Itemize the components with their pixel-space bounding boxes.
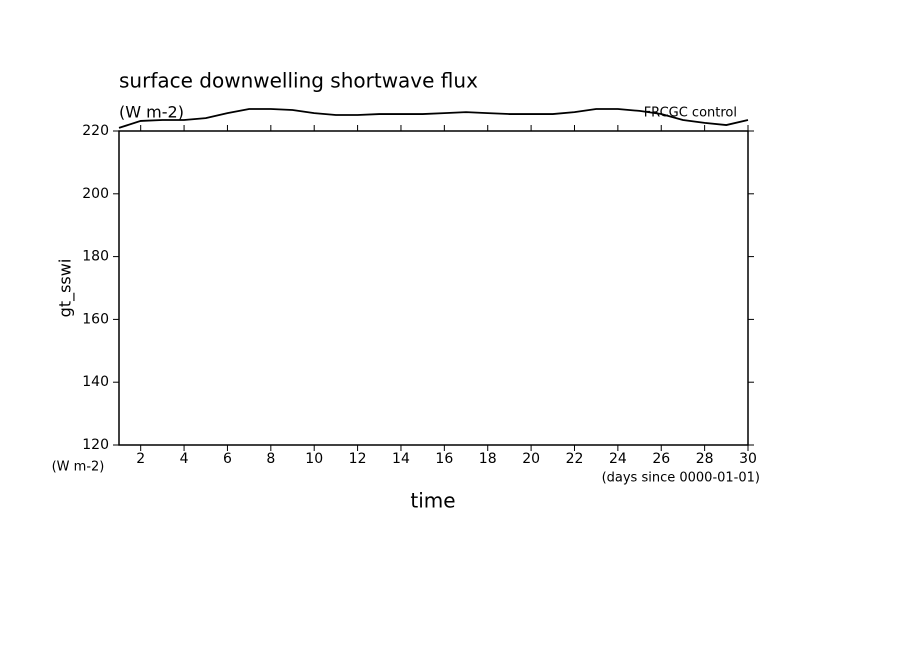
x-tick-label: 28 xyxy=(696,451,714,467)
x-tick-label: 4 xyxy=(180,451,189,467)
x-tick-label: 12 xyxy=(349,451,367,467)
y-units: (W m-2) xyxy=(52,460,105,475)
annotation: FRCGC control xyxy=(644,106,737,121)
y-tick-label: 120 xyxy=(82,437,109,453)
x-tick-label: 2 xyxy=(136,451,145,467)
x-tick-label: 8 xyxy=(266,451,275,467)
x-axis-label: time xyxy=(410,489,455,513)
x-tick-label: 30 xyxy=(739,451,757,467)
chart-title: surface downwelling shortwave flux xyxy=(119,69,478,93)
y-tick-label: 220 xyxy=(82,123,109,139)
y-tick-label: 140 xyxy=(82,374,109,390)
x-tick-label: 14 xyxy=(392,451,410,467)
x-units: (days since 0000-01-01) xyxy=(602,471,760,486)
x-tick-label: 20 xyxy=(522,451,540,467)
x-tick-label: 24 xyxy=(609,451,627,467)
y-tick-label: 180 xyxy=(82,249,109,265)
chart-subtitle: (W m-2) xyxy=(119,103,184,122)
x-tick-label: 10 xyxy=(305,451,323,467)
y-tick-label: 160 xyxy=(82,311,109,327)
x-tick-label: 16 xyxy=(435,451,453,467)
y-axis-label: gt_sswi xyxy=(56,259,76,318)
x-tick-label: 6 xyxy=(223,451,232,467)
x-tick-label: 18 xyxy=(479,451,497,467)
plot-frame xyxy=(118,130,749,446)
data-line xyxy=(118,108,749,129)
x-tick-label: 26 xyxy=(652,451,670,467)
x-tick-label: 22 xyxy=(566,451,584,467)
y-tick-label: 200 xyxy=(82,186,109,202)
